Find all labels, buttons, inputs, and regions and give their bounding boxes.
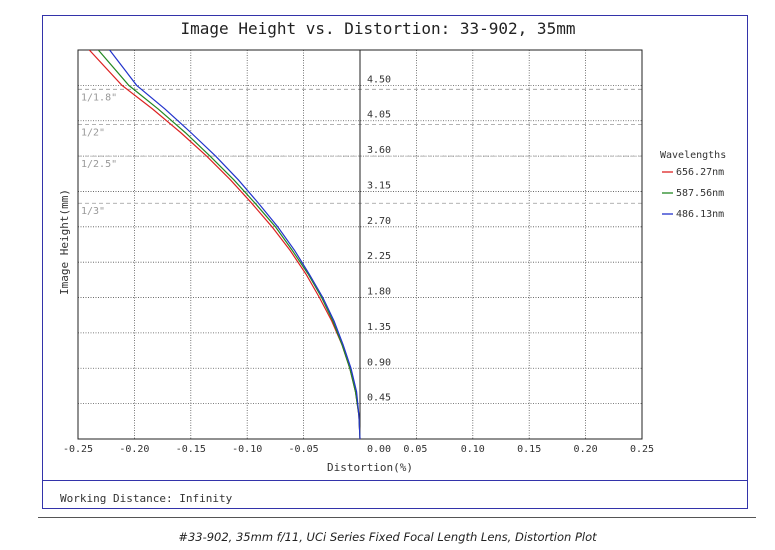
y-axis-label: Image Height(mm) — [58, 189, 71, 295]
series-line-2 — [109, 50, 361, 439]
x-tick-label-2: -0.15 — [176, 444, 206, 455]
legend: Wavelengths 656.27nm 587.56nm 486.13nm — [660, 150, 726, 220]
x-tick-label-7: 0.10 — [461, 444, 485, 455]
y-tick-label-1: 0.90 — [367, 357, 391, 368]
x-tick-label-4: -0.05 — [289, 444, 319, 455]
y-tick-label-5: 2.70 — [367, 216, 391, 227]
x-tick-label-0: -0.25 — [63, 444, 93, 455]
y-tick-label-7: 3.60 — [367, 145, 391, 156]
legend-entry-0: 656.27nm — [676, 167, 724, 178]
legend-entry-1: 587.56nm — [676, 188, 724, 199]
series-line-0 — [88, 50, 361, 439]
x-tick-label-9: 0.20 — [574, 444, 598, 455]
y-tick-labels: 0.45 0.90 1.35 1.80 2.25 2.70 3.15 3.60 4.05 4.50 — [367, 74, 391, 403]
sensor-label-2: 1/2.5" — [81, 159, 117, 170]
chart-frame — [42, 15, 748, 509]
working-distance-label: Working Distance: Infinity — [60, 492, 233, 505]
x-tick-label-3: -0.10 — [232, 444, 262, 455]
legend-entry-2: 486.13nm — [676, 209, 724, 220]
sensor-label-0: 1/1.8" — [81, 92, 117, 103]
footer-separator — [42, 480, 748, 481]
series-line-1 — [97, 50, 361, 439]
y-tick-label-6: 3.15 — [367, 180, 391, 191]
sensor-label-1: 1/2" — [81, 128, 105, 139]
legend-title: Wavelengths — [660, 150, 726, 161]
x-axis-label: Distortion(%) — [327, 461, 413, 474]
x-tick-label-6: 0.05 — [403, 444, 427, 455]
x-tick-label-1: -0.20 — [119, 444, 149, 455]
caption-rule — [38, 517, 756, 518]
sensor-label-3: 1/3" — [81, 206, 105, 217]
x-tick-label-8: 0.15 — [517, 444, 541, 455]
y-tick-label-2: 1.35 — [367, 322, 391, 333]
x-tick-label-5: 0.00 — [367, 444, 391, 455]
y-tick-label-4: 2.25 — [367, 251, 391, 262]
y-tick-label-3: 1.80 — [367, 287, 391, 298]
plot-area — [77, 49, 643, 440]
y-tick-label-9: 4.50 — [367, 74, 391, 85]
x-tick-label-10: 0.25 — [630, 444, 654, 455]
figure-caption: #33-902, 35mm f/11, UCi Series Fixed Foc… — [178, 530, 597, 544]
series-curves — [88, 50, 361, 439]
y-tick-label-0: 0.45 — [367, 393, 391, 404]
chart-title: Image Height vs. Distortion: 33-902, 35m… — [181, 19, 576, 38]
y-tick-label-8: 4.05 — [367, 110, 391, 121]
x-tick-labels: -0.25 -0.20 -0.15 -0.10 -0.05 0.00 0.05 0.10 0.1… — [63, 444, 654, 455]
